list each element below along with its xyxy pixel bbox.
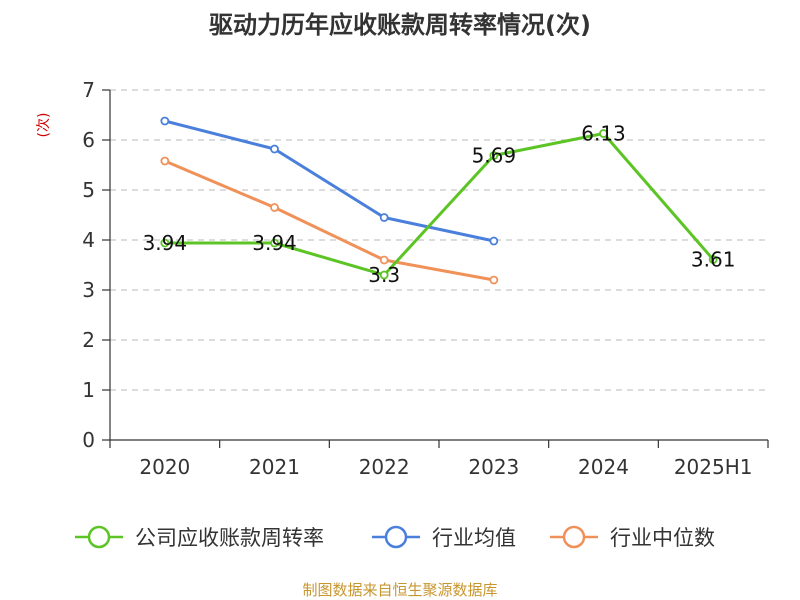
legend-label: 行业中位数 [610,526,715,550]
x-tick-label: 2021 [249,455,300,479]
y-axis-unit-label: (次) [36,113,52,138]
y-tick-label: 6 [82,128,95,152]
data-point [160,156,170,166]
data-point [379,255,389,265]
data-point [599,129,608,138]
legend-marker [87,525,111,549]
data-label: 6.13 [581,122,626,146]
legend-marker [562,525,586,549]
y-tick-label: 2 [82,328,95,352]
y-tick-label: 1 [82,378,95,402]
data-labels: 3.94 3.94 3.3 5.69 6.13 3.61 [143,122,736,288]
legend-marker [384,525,408,549]
data-point [489,151,499,160]
data-point [270,238,279,248]
legend-label: 公司应收账款周转率 [135,526,324,550]
x-tick-label: 2023 [468,455,519,479]
data-point [160,238,170,248]
data-point [270,144,279,154]
data-point [160,116,170,126]
source-note: 制图数据来自恒生聚源数据库 [302,581,497,599]
x-tick-label: 2020 [139,455,190,479]
data-label: 3.94 [252,231,297,255]
series-line [164,159,495,282]
data-point [708,255,718,264]
series-line [164,119,495,243]
legend-label: 行业均值 [432,526,516,550]
legend: 公司应收账款周转率 行业均值 行业中位数 [75,525,715,550]
series-group [160,116,718,285]
x-tick-label: 2025H1 [674,455,753,479]
gridlines [110,89,768,391]
axes: 0 1 2 3 4 5 6 7 2020 2021 2022 2023 2024 2025H1 [82,78,769,479]
x-tick-label: 2022 [359,455,410,479]
y-tick-label: 3 [82,278,95,302]
series-line [164,132,715,277]
data-point [270,203,279,212]
data-point [379,270,389,280]
y-tick-label: 4 [82,228,95,252]
data-point [489,236,499,246]
data-label: 3.94 [143,231,188,255]
chart-title: 驱动力历年应收账款周转率情况(次) [209,11,591,39]
data-point [489,275,499,285]
x-tick-label: 2024 [578,455,629,479]
y-tick-label: 5 [82,178,95,202]
data-label: 3.3 [368,263,400,287]
y-tick-label: 0 [82,428,95,452]
data-label: 5.69 [472,144,517,168]
data-label: 3.61 [691,248,736,272]
data-point [379,213,389,222]
y-tick-label: 7 [82,78,95,102]
